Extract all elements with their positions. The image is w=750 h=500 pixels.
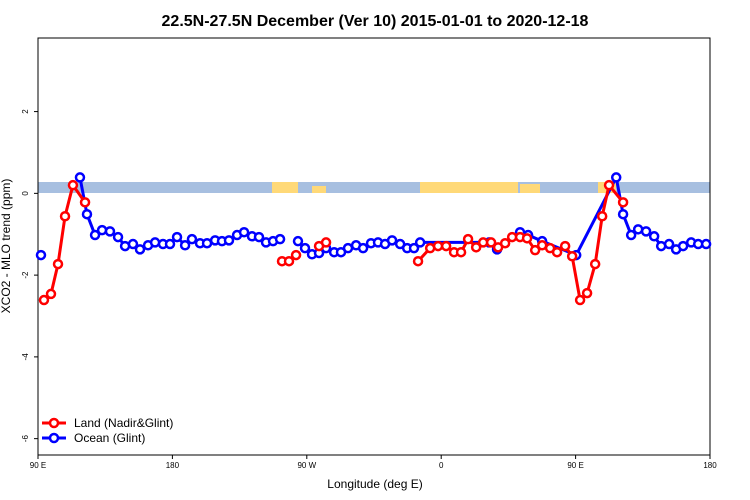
point [45,288,57,300]
legend-label: Land (Nadir&Glint) [74,416,173,430]
x-tick-label: 90 E [567,461,583,470]
chart-title: 22.5N-27.5N December (Ver 10) 2015-01-01… [162,13,589,30]
point [617,208,629,220]
land-patch [420,182,518,193]
point [455,246,467,258]
y-tick-label: -6 [21,435,30,443]
point [201,237,213,249]
point [551,246,563,258]
point [462,233,474,245]
point [663,238,675,250]
point [299,242,311,254]
point [67,179,79,191]
land-patch [312,186,326,193]
point [290,249,302,261]
point [574,294,586,306]
point [96,224,108,236]
point [292,235,304,247]
point [529,244,541,256]
point [74,172,86,183]
point [283,255,295,267]
point [274,233,286,245]
point [412,255,424,267]
x-tick-label: 90 E [30,461,46,470]
point [171,231,183,243]
point [440,240,452,252]
x-tick-label: 180 [703,461,717,470]
x-axis-label: Longitude (deg E) [327,477,422,491]
point [521,233,533,244]
legend-marker [48,417,60,429]
point [59,210,71,222]
point [342,242,354,254]
point [81,208,93,220]
point [596,210,608,222]
x-tick-label: 0 [439,461,444,470]
point [485,237,497,248]
point [38,294,50,306]
point [104,226,116,237]
point [253,231,265,243]
y-tick-label: -4 [21,353,30,361]
point [603,179,615,191]
land-patch [272,182,298,193]
point [35,249,47,261]
x-tick-label: 180 [166,461,180,470]
point [408,242,420,254]
point [89,229,101,241]
point [648,231,660,242]
point [566,251,578,262]
point [581,287,593,299]
point [625,229,637,241]
point [617,197,629,208]
point [640,226,652,237]
legend-label: Ocean (Glint) [74,431,145,445]
y-tick-label: 0 [21,191,30,196]
y-axis-label: XCO2 - MLO trend (ppm) [0,179,13,314]
point [112,231,124,243]
point [164,238,176,250]
point [127,238,139,250]
land-patch [520,184,540,193]
legend-marker [48,432,60,444]
y-tick-label: -2 [21,271,30,279]
point [559,240,571,252]
point [499,237,511,249]
point [79,197,91,208]
point [52,258,64,270]
point [470,242,482,253]
point [610,172,622,183]
point [186,233,198,245]
point [320,237,332,248]
point [238,226,250,238]
point [414,237,426,248]
point [677,240,689,252]
y-tick-label: 2 [21,109,30,114]
point [589,258,601,270]
point [223,235,235,246]
point [432,240,444,252]
ocean-strip [38,182,710,193]
point [386,235,398,246]
point [179,240,191,251]
point [357,242,369,254]
point [134,244,146,255]
x-tick-label: 90 W [297,461,316,470]
point [700,238,712,250]
